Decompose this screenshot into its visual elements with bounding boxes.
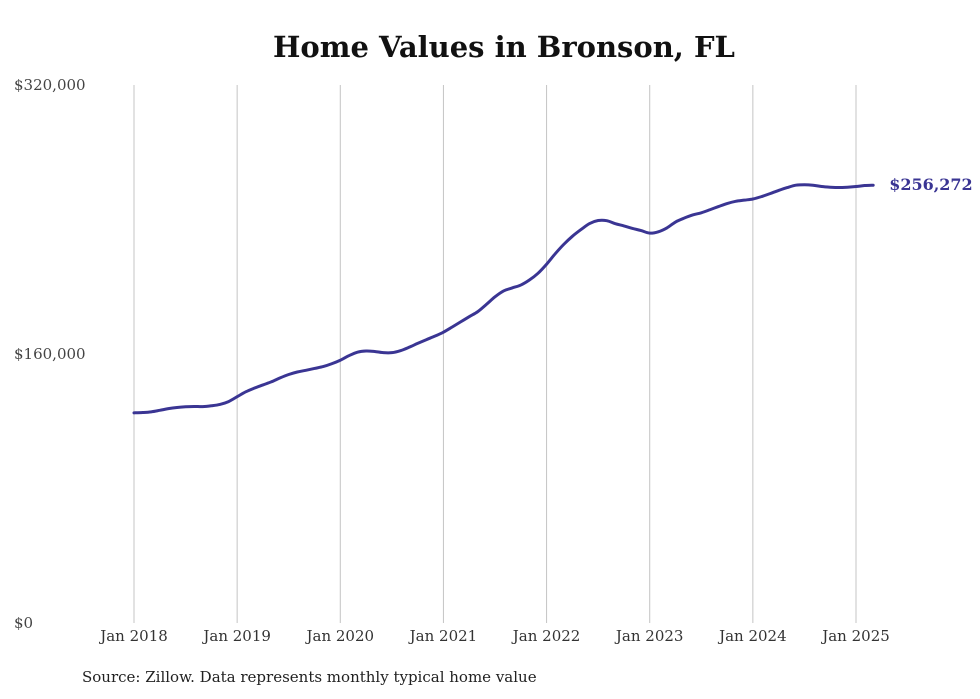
chart-title: Home Values in Bronson, FL (273, 30, 735, 64)
x-tick-label: Jan 2019 (201, 627, 271, 645)
y-tick-label: $0 (14, 614, 33, 632)
y-axis: $0 $160,000 $320,000 (14, 76, 86, 632)
x-tick-label: Jan 2020 (305, 627, 375, 645)
series-layer (132, 183, 875, 415)
series-line (132, 183, 875, 415)
source-note: Source: Zillow. Data represents monthly … (82, 668, 537, 686)
x-tick-label: Jan 2024 (717, 627, 787, 645)
x-tick-label: Jan 2023 (614, 627, 684, 645)
label-layer: $256,272 (889, 175, 973, 194)
y-tick-label: $320,000 (14, 76, 86, 94)
x-tick-label: Jan 2021 (408, 627, 478, 645)
y-tick-label: $160,000 (14, 345, 86, 363)
x-tick-label: Jan 2018 (98, 627, 168, 645)
x-tick-label: Jan 2025 (820, 627, 890, 645)
x-axis: Jan 2018 Jan 2019 Jan 2020 Jan 2021 Jan 2022… (98, 627, 890, 645)
x-tick-label: Jan 2022 (511, 627, 581, 645)
gridlines (133, 85, 857, 623)
end-value-label: $256,272 (889, 175, 973, 194)
